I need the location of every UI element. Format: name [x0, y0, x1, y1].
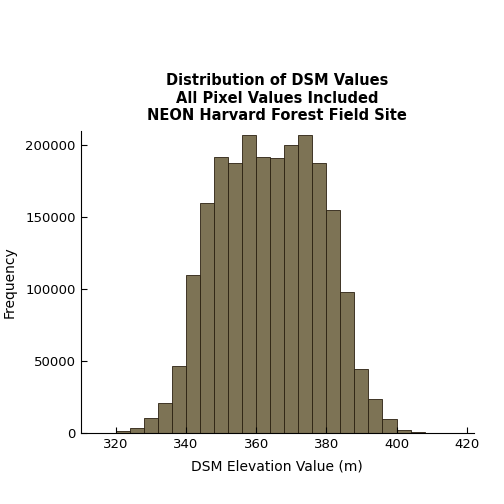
X-axis label: DSM Elevation Value (m): DSM Elevation Value (m)	[192, 460, 363, 474]
Bar	[242, 136, 256, 433]
Bar	[327, 210, 340, 433]
Bar	[158, 403, 172, 433]
Bar	[200, 203, 214, 433]
Bar	[186, 275, 200, 433]
Bar	[270, 158, 284, 433]
Y-axis label: Frequency: Frequency	[3, 246, 17, 318]
Bar	[354, 368, 368, 433]
Bar	[383, 419, 397, 433]
Title: Distribution of DSM Values
All Pixel Values Included
NEON Harvard Forest Field S: Distribution of DSM Values All Pixel Val…	[147, 73, 407, 123]
Bar	[298, 136, 312, 433]
Bar	[130, 428, 144, 433]
Bar	[116, 431, 130, 433]
Bar	[144, 418, 158, 433]
Bar	[340, 292, 354, 433]
Bar	[368, 399, 383, 433]
Bar	[411, 432, 424, 433]
Bar	[228, 163, 242, 433]
Bar	[312, 163, 326, 433]
Bar	[256, 157, 270, 433]
Bar	[397, 430, 411, 433]
Bar	[214, 157, 228, 433]
Bar	[172, 366, 186, 433]
Bar	[284, 146, 298, 433]
